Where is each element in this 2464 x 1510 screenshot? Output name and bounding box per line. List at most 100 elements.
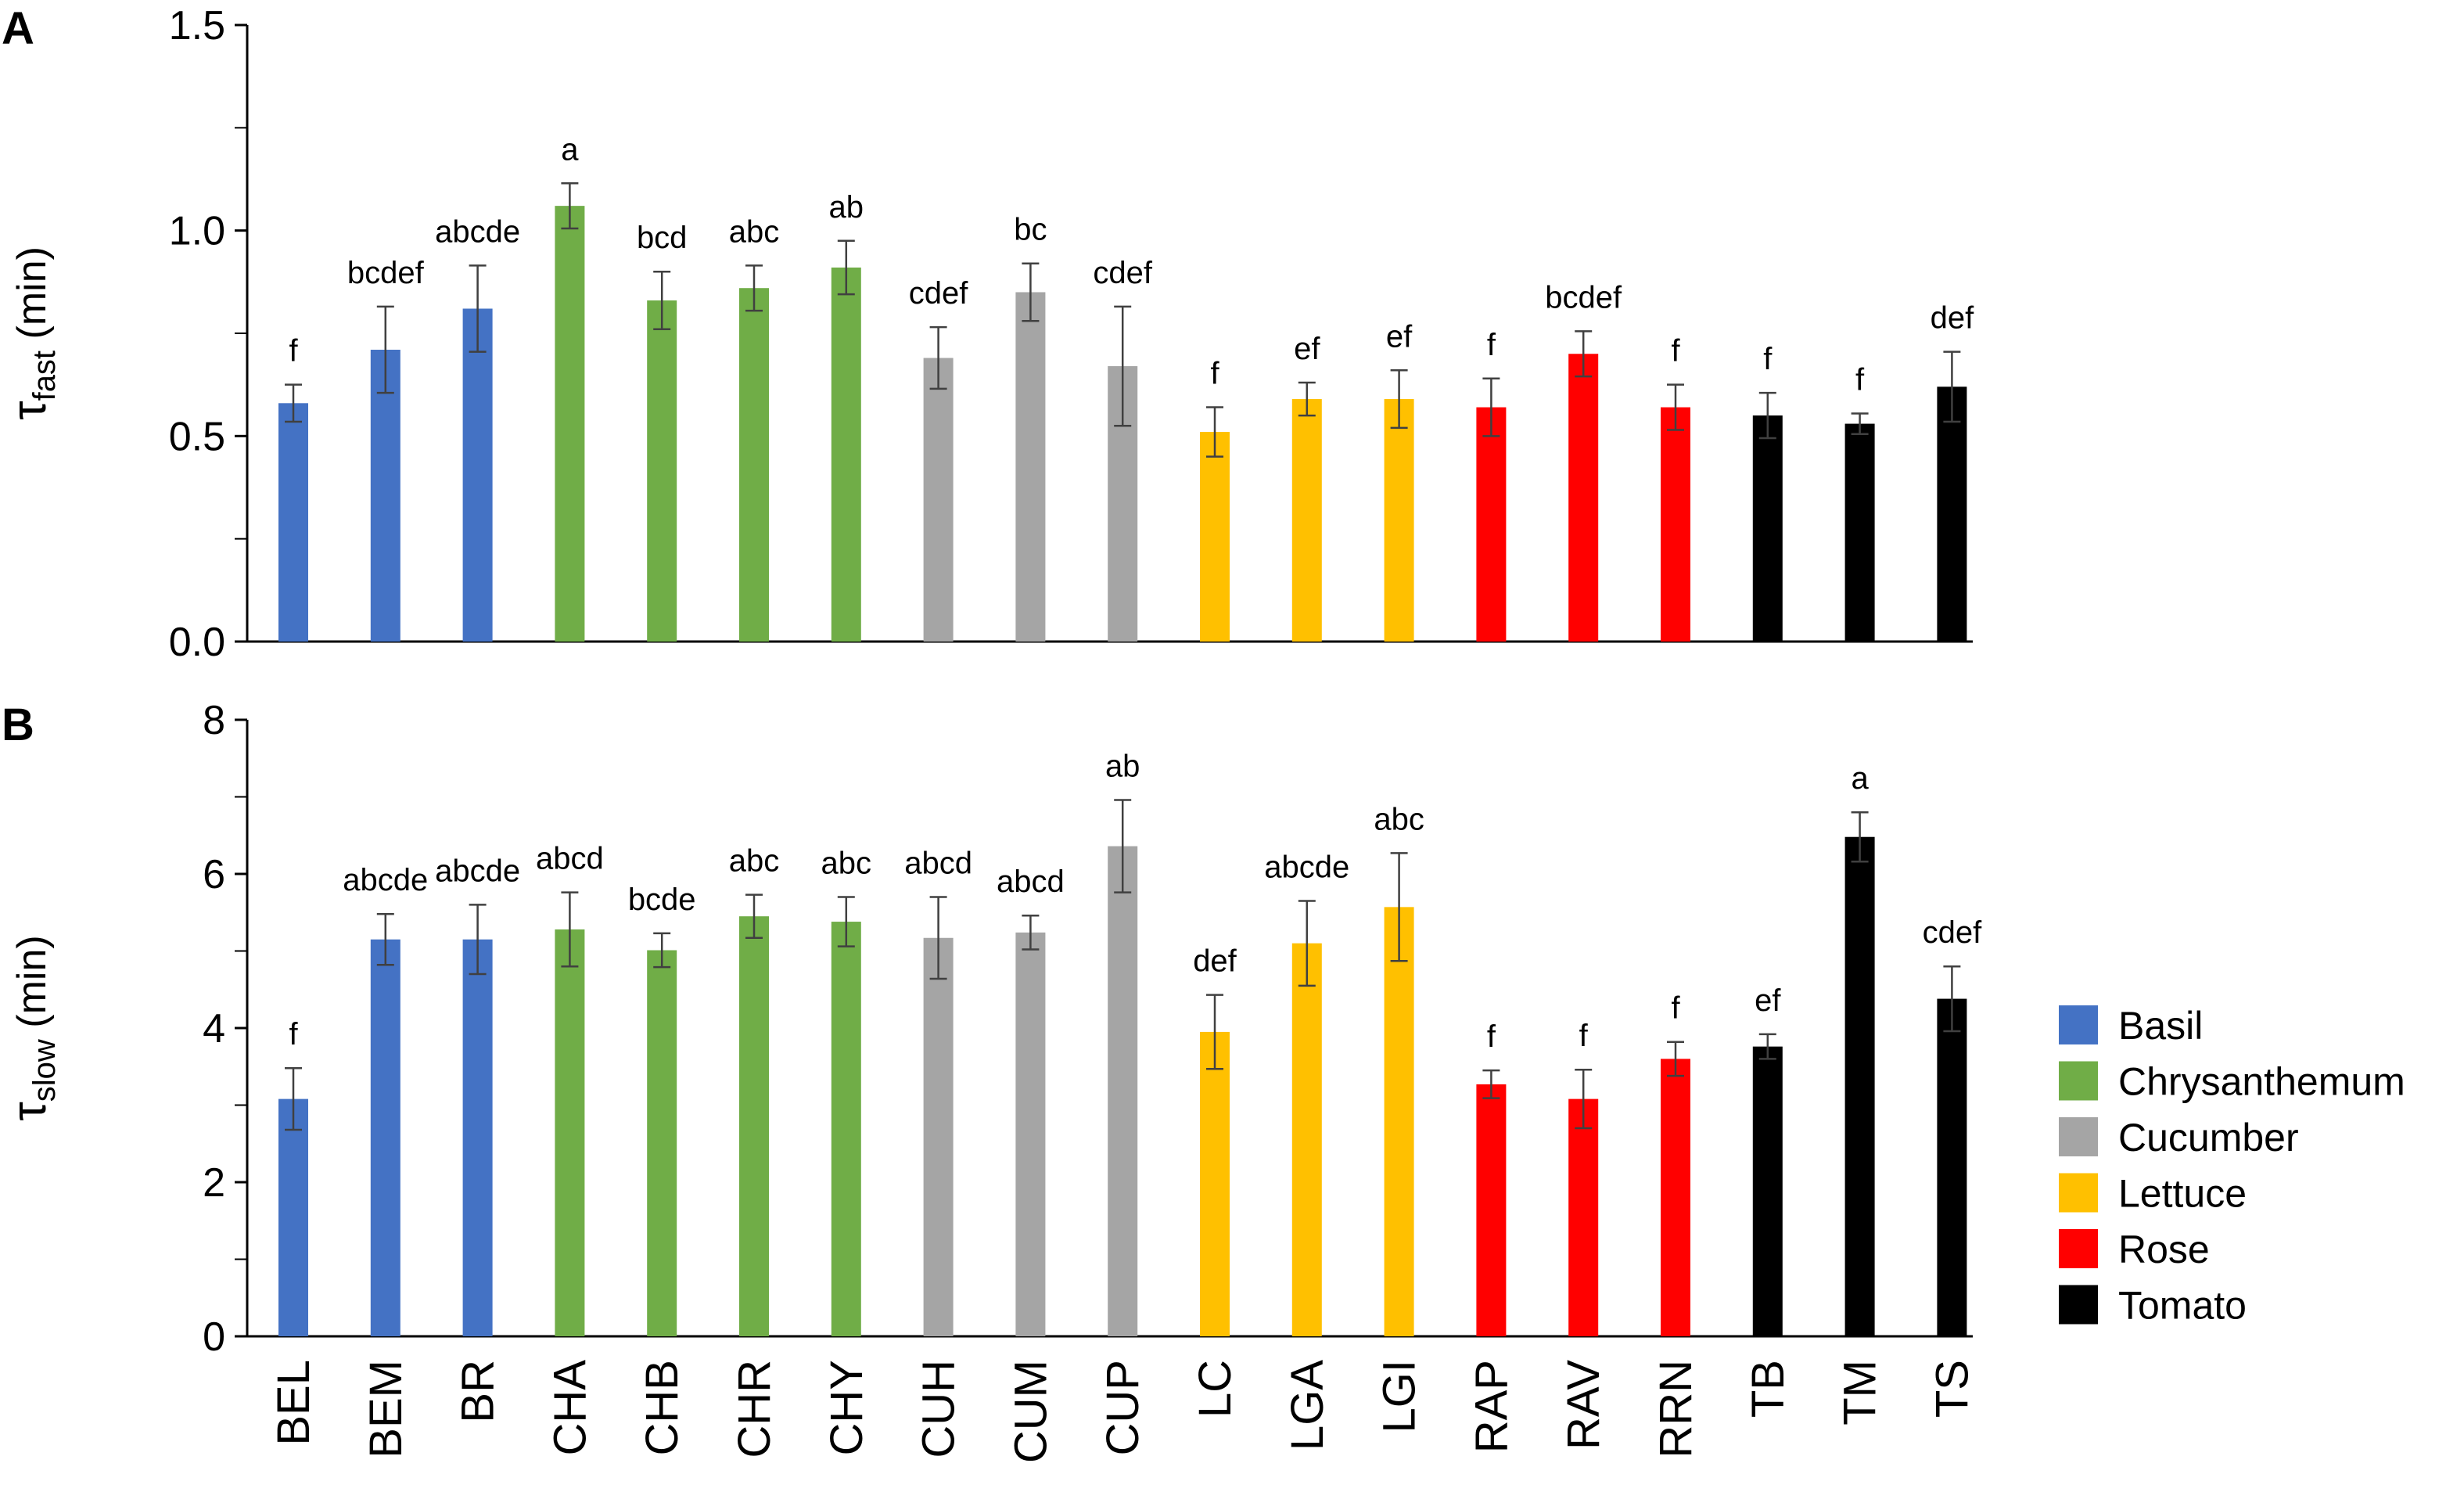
bar-rap-b — [1476, 1084, 1507, 1336]
legend-label-rose: Rose — [2118, 1228, 2210, 1271]
bar-lga-a — [1291, 399, 1322, 642]
significance-label-a: ef — [1294, 332, 1320, 366]
x-tick-label-bem: BEM — [361, 1360, 411, 1458]
significance-label-b: ef — [1755, 983, 1781, 1018]
legend-label-cuc: Cucumber — [2118, 1116, 2299, 1159]
legend-swatch-basil — [2059, 1005, 2098, 1044]
y-axis-title-symbol: τ — [2, 1102, 56, 1121]
legend-swatch-chrys — [2059, 1061, 2098, 1101]
bar-rrn-b — [1661, 1059, 1690, 1336]
significance-label-a: bc — [1014, 213, 1047, 247]
significance-label-b: abcde — [343, 863, 428, 897]
x-tick-label-chy: CHY — [821, 1360, 872, 1455]
category-labels: BEL BEM BR CHA CHB CHR CHY CUH CUM CUP LC LGA LGI RAP… — [268, 1360, 1977, 1463]
legend-label-let: Lettuce — [2118, 1172, 2247, 1216]
significance-label-a: f — [289, 334, 298, 369]
significance-label-b: ab — [1105, 749, 1140, 783]
significance-label-b: f — [1487, 1019, 1496, 1054]
significance-label-b: a — [1851, 761, 1869, 796]
significance-label-b: abcde — [1264, 850, 1349, 884]
legend-label-basil: Basil — [2118, 1004, 2203, 1048]
legend-swatch-cuc — [2059, 1117, 2098, 1156]
significance-label-b: bcde — [628, 883, 696, 917]
x-tick-label-ts: TS — [1927, 1360, 1977, 1418]
legend-swatch-rose — [2059, 1229, 2098, 1268]
bar-br-a — [462, 308, 493, 642]
bar-cha-a — [555, 206, 585, 642]
significance-label-b: cdef — [1923, 915, 1982, 950]
y-tick-label-a: 0.5 — [169, 414, 225, 459]
bar-bem-b — [370, 939, 400, 1336]
significance-label-b: abcd — [997, 865, 1065, 899]
significance-label-b: f — [1579, 1019, 1589, 1053]
x-tick-label-chr: CHR — [729, 1360, 780, 1458]
significance-label-b: f — [289, 1017, 298, 1052]
x-tick-label-lga: LGA — [1282, 1360, 1333, 1451]
bar-cuh-b — [923, 937, 954, 1336]
bar-chb-b — [647, 950, 677, 1336]
significance-label-a: bcd — [637, 221, 688, 255]
significance-label-a: a — [561, 132, 579, 167]
x-tick-label-rav: RAV — [1558, 1360, 1609, 1450]
bar-cup-b — [1108, 846, 1138, 1336]
bar-lc-b — [1200, 1031, 1230, 1336]
bar-chr-b — [739, 916, 769, 1336]
y-axis-title-symbol: τ — [2, 401, 56, 420]
x-tick-label-bel: BEL — [268, 1360, 319, 1446]
significance-label-a: cdef — [1093, 256, 1152, 290]
bar-rrn-a — [1661, 407, 1690, 642]
bar-tb-a — [1752, 415, 1783, 642]
x-tick-label-rrn: RRN — [1650, 1360, 1701, 1458]
legend-swatch-tom — [2059, 1285, 2098, 1325]
bar-chy-b — [831, 922, 861, 1336]
significance-label-b: abcd — [536, 842, 604, 876]
bar-bel-b — [278, 1098, 308, 1336]
panel-label-a: A — [2, 3, 34, 54]
bar-chr-a — [739, 288, 769, 642]
significance-label-a: bcdef — [347, 256, 425, 290]
significance-label-a: abc — [729, 214, 780, 249]
bar-ts-a — [1937, 386, 1967, 642]
bar-cum-a — [1015, 292, 1046, 642]
bar-bel-a — [278, 403, 308, 642]
significance-label-b: abcde — [435, 854, 520, 888]
bar-br-b — [462, 939, 493, 1336]
bar-lga-b — [1291, 943, 1322, 1336]
x-tick-label-tb: TB — [1743, 1360, 1794, 1418]
y-tick-label-b: 4 — [203, 1006, 225, 1052]
bar-cum-b — [1015, 932, 1046, 1336]
bar-tb-b — [1752, 1046, 1783, 1336]
bar-tm-b — [1844, 836, 1875, 1336]
bar-cuh-a — [923, 358, 954, 642]
x-tick-label-cum: CUM — [1005, 1360, 1056, 1463]
bar-rap-a — [1476, 407, 1507, 642]
bar-chb-a — [647, 300, 677, 642]
significance-label-b: abcd — [904, 847, 972, 881]
bar-ts-b — [1937, 998, 1967, 1336]
legend-label-chrys: Chrysanthemum — [2118, 1060, 2405, 1104]
significance-label-a: abcde — [435, 214, 520, 249]
legend: Basil Chrysanthemum Cucumber Lettuce Rose Tom… — [2059, 1004, 2405, 1328]
y-tick-label-a: 1.0 — [169, 209, 225, 254]
significance-label-a: f — [1671, 334, 1680, 369]
y-tick-label-b: 2 — [203, 1160, 225, 1206]
significance-label-b: abc — [821, 847, 872, 881]
significance-label-a: ef — [1386, 319, 1413, 354]
significance-label-a: f — [1763, 342, 1773, 376]
panel-label-b: B — [2, 699, 34, 750]
significance-label-a: f — [1210, 357, 1219, 391]
bar-rav-a — [1568, 354, 1599, 642]
significance-label-a: ab — [829, 190, 864, 225]
y-tick-label-a: 1.5 — [169, 3, 225, 49]
x-tick-label-lc: LC — [1190, 1360, 1241, 1418]
bar-lgi-b — [1384, 907, 1414, 1336]
y-axis-title-subscript: fast — [27, 351, 62, 401]
y-axis-title-b: τslow (min) — [2, 935, 62, 1120]
bar-cha-b — [555, 929, 585, 1336]
y-tick-label-b: 0 — [203, 1314, 225, 1360]
bar-bem-a — [370, 350, 400, 642]
significance-label-a: bcdef — [1545, 280, 1622, 315]
significance-label-a: cdef — [909, 276, 968, 311]
